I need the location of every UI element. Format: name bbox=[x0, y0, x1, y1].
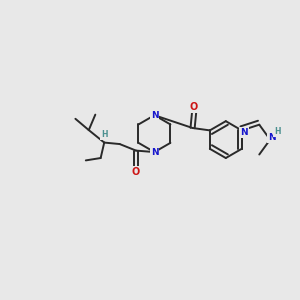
Text: N: N bbox=[240, 128, 247, 137]
Text: H: H bbox=[274, 127, 281, 136]
Text: N: N bbox=[151, 111, 158, 120]
Text: O: O bbox=[132, 167, 140, 177]
Text: O: O bbox=[190, 102, 198, 112]
Text: N: N bbox=[151, 148, 158, 157]
Text: N: N bbox=[268, 133, 276, 142]
Text: H: H bbox=[101, 130, 107, 139]
